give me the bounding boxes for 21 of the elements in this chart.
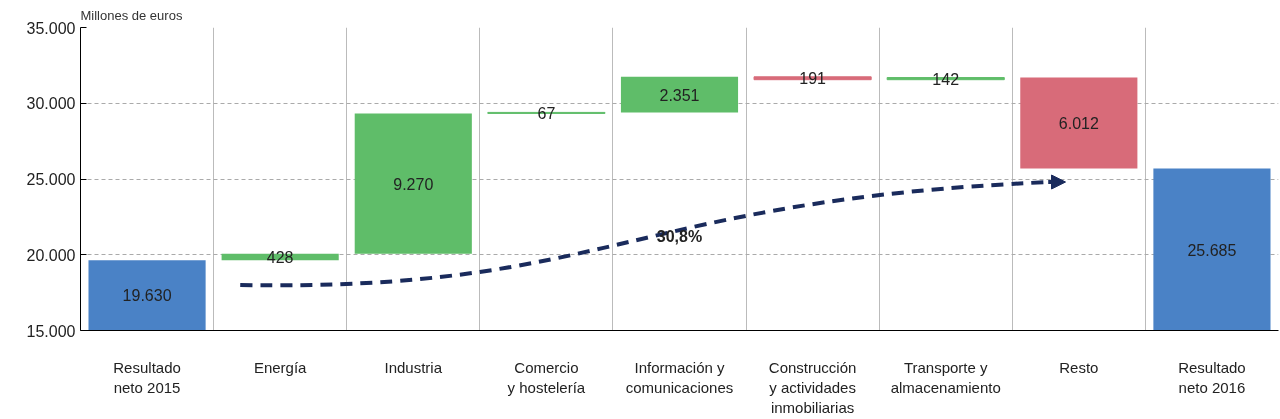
x-tick-label: Transporte y almacenamiento: [890, 358, 1001, 396]
x-tick-label: Resto: [1059, 358, 1099, 376]
x-tick-label: Construcción y actividades inmobiliarias: [768, 358, 857, 417]
annotation: 30,8%: [656, 228, 703, 246]
data-label: 6.012: [1058, 115, 1099, 133]
y-tick-label: 25.000: [26, 171, 76, 188]
data-label: 2.351: [659, 86, 700, 104]
y-tick-label: 35.000: [26, 19, 76, 37]
y-tick-label: 15.000: [26, 322, 76, 340]
x-tick-label: Energía: [253, 358, 308, 376]
x-tick-label: Resultado neto 2015: [113, 358, 181, 396]
y-tick-label: 30.000: [26, 95, 76, 113]
x-tick-label: Resultado neto 2016: [1178, 358, 1246, 396]
data-label: 9.270: [393, 175, 434, 193]
x-tick-label: Información y comunicaciones: [625, 358, 734, 396]
x-tick-label: Comercio y hostelería: [507, 358, 586, 396]
y-axis-title: Millones de euros: [80, 7, 183, 23]
y-tick-label: 20.000: [26, 246, 76, 264]
data-label: 19.630: [122, 287, 172, 305]
x-tick-label: Industria: [384, 358, 443, 376]
data-label: 25.685: [1187, 241, 1237, 259]
